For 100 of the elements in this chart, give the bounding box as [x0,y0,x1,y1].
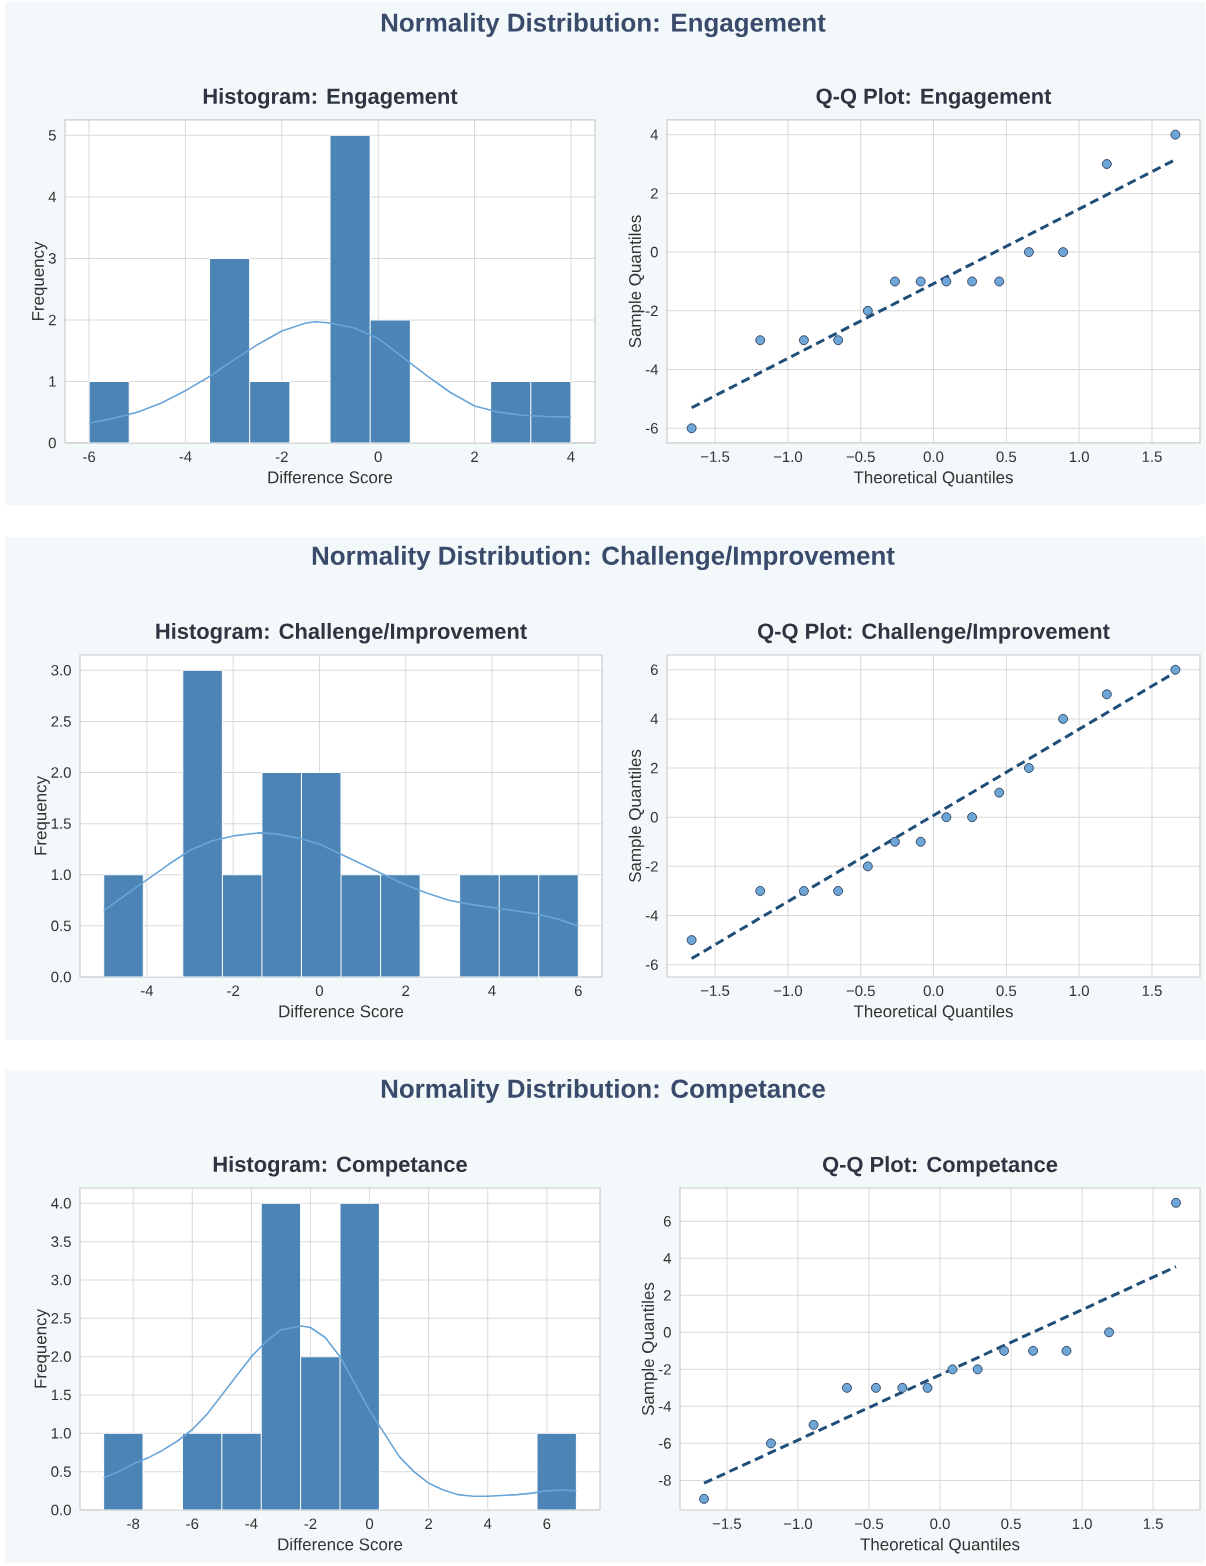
point [686,935,697,946]
point [686,423,697,434]
point [1104,1327,1115,1338]
y-tick-label: 1.5 [51,1389,71,1401]
x-tick-label: -4 [245,1518,258,1529]
y-tick-label: 1.0 [51,869,71,881]
y-tick-label: 0.0 [51,1504,71,1516]
x-tick-label: -8 [127,1518,140,1530]
y-tick-label: 2.5 [51,1313,71,1324]
x-tick-label: 0.0 [923,985,944,997]
y-tick-label: 1 [49,376,56,387]
y-tick-label: 2.0 [51,1351,71,1362]
y-axis-title: Sample Quantiles [628,215,645,348]
y-axis-title: Sample Quantiles [641,1282,658,1416]
point [1058,713,1069,724]
point [922,1382,933,1393]
chart-title: Histogram: Challenge/Improvement [156,622,527,644]
x-tick-label: -6 [83,451,96,463]
point [1023,247,1034,258]
y-tick-label: 0.0 [51,971,71,983]
y-tick-label: 2 [48,314,56,326]
y-tick-label: 4 [650,129,659,140]
x-tick-label: 1.0 [1072,1518,1092,1530]
x-tick-label: 2 [471,451,478,462]
point [798,335,809,346]
x-tick-label: 0 [365,1518,374,1530]
x-tick-label: −1.5 [712,1518,742,1529]
point [897,1382,908,1393]
y-tick-label: 1.5 [51,818,71,829]
x-tick-label: 1.5 [1142,985,1162,996]
y-tick-label: -6 [658,1438,671,1449]
point [1028,1345,1039,1356]
y-tick-label: 3.5 [51,1236,71,1247]
x-tick-label: -2 [227,985,240,996]
point [889,836,900,847]
chart-title: Histogram: Engagement [203,87,458,109]
x-tick-label: -4 [179,451,192,462]
y-tick-label: -6 [645,959,658,970]
x-tick-label: 0.5 [996,985,1017,997]
x-tick-label: 1.5 [1142,451,1162,462]
y-tick-label: -4 [645,364,659,375]
x-axis-title: Theoretical Quantiles [853,470,1013,487]
x-tick-label: 0.0 [923,451,944,463]
point [1171,1197,1181,1208]
y-tick-label: 6 [663,1216,671,1227]
point [915,276,926,287]
y-tick-label: 2.0 [51,767,71,778]
y-tick-label: 1.0 [51,1428,71,1439]
text: Normality Distribution: Challenge/Improvement [312,545,895,571]
y-tick-label: -4 [658,1401,672,1412]
point [1023,763,1034,773]
y-tick-label: -6 [645,423,658,434]
y-tick-label: -4 [645,910,659,921]
y-tick-label: 2 [650,188,658,199]
point [1101,689,1112,700]
point [994,276,1005,287]
x-tick-label: 4 [567,451,575,462]
point [1170,664,1181,675]
x-tick-label: 2 [425,1518,433,1529]
point [915,836,926,847]
y-tick-label: 0 [663,1327,671,1338]
x-axis-title: Difference Score [279,1004,404,1018]
x-tick-label: 0 [315,985,323,997]
x-axis-title: Theoretical Quantiles [853,1004,1013,1021]
x-tick-label: 0 [374,451,382,463]
point [994,787,1005,798]
y-tick-label: 4 [48,191,57,203]
x-tick-label: 1.5 [1143,1518,1163,1529]
x-tick-label: 1.0 [1069,451,1089,463]
point [967,812,978,823]
x-tick-label: −1.0 [773,451,803,463]
point [967,276,978,287]
x-tick-label: -2 [304,1518,317,1529]
y-axis-title: Frequency [34,776,50,855]
x-tick-label: 6 [574,985,582,997]
y-tick-label: -2 [645,861,658,872]
point [999,1345,1010,1356]
text: Normality Distribution: Engagement [381,12,826,38]
point [1061,1345,1072,1356]
point [862,861,873,872]
point [972,1364,983,1375]
point [808,1419,819,1430]
y-axis-title: Frequency [34,1309,50,1388]
point [699,1493,709,1504]
point [941,812,952,823]
x-tick-label: 4 [483,1518,492,1529]
x-tick-label: −1.0 [783,1518,813,1530]
point [765,1438,776,1449]
x-axis-title: Difference Score [268,470,393,484]
point [798,886,809,896]
chart-title: Q-Q Plot: Competance [823,1156,1058,1177]
y-tick-label: 2 [663,1290,671,1301]
y-tick-label: 2 [650,762,658,774]
text: Normality Distribution: Competance [381,1078,825,1104]
chart-title: Q-Q Plot: Challenge/Improvement [758,622,1110,644]
point [870,1382,881,1393]
point [755,335,766,346]
x-tick-label: -6 [186,1518,199,1530]
y-tick-label: 3 [48,253,56,264]
point [1101,159,1112,169]
